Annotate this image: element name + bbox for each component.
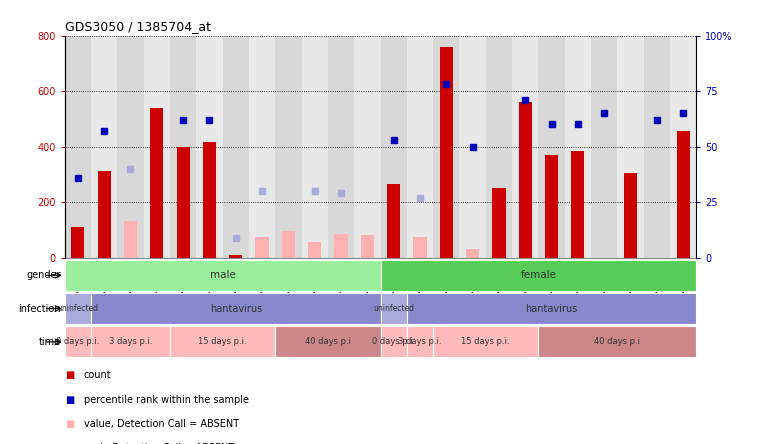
Bar (124, 222, 137, 258)
Bar (413, 237, 427, 258)
Text: percentile rank within the sample: percentile rank within the sample (84, 395, 249, 404)
Bar (275, 36, 301, 258)
Text: infection: infection (18, 304, 61, 313)
Bar (249, 36, 275, 258)
Bar (565, 36, 591, 258)
Bar (72, 227, 84, 258)
Text: 0 days p.i.: 0 days p.i. (372, 337, 416, 346)
Bar (282, 231, 295, 258)
Bar (170, 326, 275, 357)
Bar (380, 260, 696, 291)
Text: 15 days p.i.: 15 days p.i. (461, 337, 510, 346)
Text: hantavirus: hantavirus (525, 304, 578, 313)
Bar (275, 326, 380, 357)
Text: 3 days p.i.: 3 days p.i. (398, 337, 441, 346)
Bar (196, 36, 222, 258)
Text: 40 days p.i: 40 days p.i (305, 337, 351, 346)
Bar (65, 293, 91, 324)
Bar (407, 293, 696, 324)
Bar (644, 36, 670, 258)
Bar (512, 36, 539, 258)
Bar (380, 326, 407, 357)
Bar (308, 242, 321, 258)
Bar (328, 36, 354, 258)
Bar (407, 36, 433, 258)
Bar (177, 147, 189, 258)
Bar (65, 260, 380, 291)
Bar (97, 171, 111, 258)
Text: hantavirus: hantavirus (209, 304, 262, 313)
Text: ■: ■ (65, 370, 74, 380)
Bar (203, 143, 216, 258)
Bar (334, 234, 348, 258)
Bar (117, 36, 144, 258)
Bar (492, 188, 505, 258)
Bar (65, 326, 91, 357)
Bar (223, 36, 249, 258)
Bar (460, 36, 486, 258)
Bar (91, 36, 117, 258)
Bar (617, 36, 644, 258)
Bar (519, 102, 532, 258)
Text: male: male (209, 270, 236, 280)
Bar (539, 36, 565, 258)
Bar (170, 36, 196, 258)
Text: uninfected: uninfected (373, 304, 414, 313)
Text: 15 days p.i.: 15 days p.i. (199, 337, 247, 346)
Bar (354, 36, 380, 258)
Text: ■: ■ (65, 395, 74, 404)
Bar (380, 293, 407, 324)
Text: 0 days p.i.: 0 days p.i. (56, 337, 100, 346)
Text: gender: gender (27, 270, 61, 280)
Text: GDS3050 / 1385704_at: GDS3050 / 1385704_at (65, 20, 211, 33)
Bar (361, 235, 374, 258)
Bar (677, 131, 689, 258)
Bar (591, 36, 617, 258)
Bar (624, 173, 637, 258)
Bar (486, 36, 512, 258)
Bar (407, 326, 433, 357)
Bar (670, 36, 696, 258)
Text: time: time (39, 337, 61, 347)
Text: ■: ■ (65, 419, 74, 429)
Bar (91, 293, 380, 324)
Text: value, Detection Call = ABSENT: value, Detection Call = ABSENT (84, 419, 239, 429)
Bar (433, 326, 539, 357)
Bar (65, 36, 91, 258)
Bar (380, 36, 407, 258)
Bar (440, 47, 453, 258)
Bar (572, 151, 584, 258)
Bar (150, 108, 164, 258)
Bar (229, 255, 242, 258)
Bar (466, 249, 479, 258)
Text: 40 days p.i: 40 days p.i (594, 337, 640, 346)
Bar (545, 155, 558, 258)
Text: 3 days p.i.: 3 days p.i. (109, 337, 152, 346)
Bar (91, 326, 170, 357)
Bar (301, 36, 328, 258)
Bar (539, 326, 696, 357)
Text: uninfected: uninfected (57, 304, 98, 313)
Bar (144, 36, 170, 258)
Bar (256, 237, 269, 258)
Bar (387, 184, 400, 258)
Text: count: count (84, 370, 111, 380)
Bar (433, 36, 460, 258)
Text: female: female (521, 270, 556, 280)
